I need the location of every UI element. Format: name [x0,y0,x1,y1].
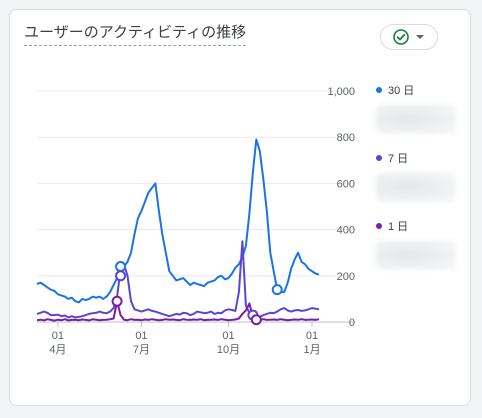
x-tick-day-label: 01 [306,330,318,342]
x-tick-month-label: 10月 [217,344,240,356]
check-circle-icon [393,29,409,45]
legend-label: 30 日 [388,85,415,97]
legend-value-redacted [376,172,456,202]
series-line [36,138,320,304]
data-point-marker [271,284,283,296]
legend-label-row: 1 日 [376,218,456,234]
y-axis-ticks: 1,000 800 600 400 200 0 [327,86,355,329]
series-line [36,300,320,322]
legend-label-row: 7 日 [376,150,456,166]
legend-item[interactable]: 30 日 [376,82,456,134]
legend-dot-icon [376,155,382,161]
data-point-marker [115,270,127,282]
legend-label: 1 日 [388,221,409,233]
x-tick-day-label: 01 [135,330,147,342]
chart-grid [37,90,355,323]
x-tick-day-label: 01 [222,330,234,342]
data-point-marker [250,314,262,326]
chart-series [36,138,320,322]
activity-card [9,9,471,406]
card-title[interactable]: ユーザーのアクティビティの推移 [24,24,247,46]
y-tick-label: 200 [337,271,355,283]
status-dropdown-button[interactable] [380,24,438,50]
y-tick-label: 600 [337,178,355,190]
x-tick-month-label: 7月 [133,344,150,356]
legend-dot-icon [376,223,382,229]
legend-dot-icon [376,87,382,93]
series-line [36,240,320,319]
x-tick-day-label: 01 [52,330,64,342]
y-tick-label: 800 [337,132,355,144]
y-tick-label: 0 [349,317,355,329]
x-axis-ticks: 01 4月 01 7月 01 10月 01 1月 [49,322,321,356]
legend-item[interactable]: 7 日 [376,150,456,202]
x-tick-month-label: 1月 [303,344,320,356]
legend-label: 7 日 [388,153,409,165]
legend-value-redacted [376,104,456,134]
y-tick-label: 1,000 [327,86,355,98]
data-point-marker [111,295,123,307]
x-tick-month-label: 4月 [49,344,66,356]
chart-markers [111,261,283,326]
legend-label-row: 30 日 [376,82,456,98]
data-point-marker [115,261,127,273]
legend-value-redacted [376,240,456,270]
y-tick-label: 400 [337,225,355,237]
caret-down-icon [416,35,424,39]
legend-item[interactable]: 1 日 [376,218,456,270]
